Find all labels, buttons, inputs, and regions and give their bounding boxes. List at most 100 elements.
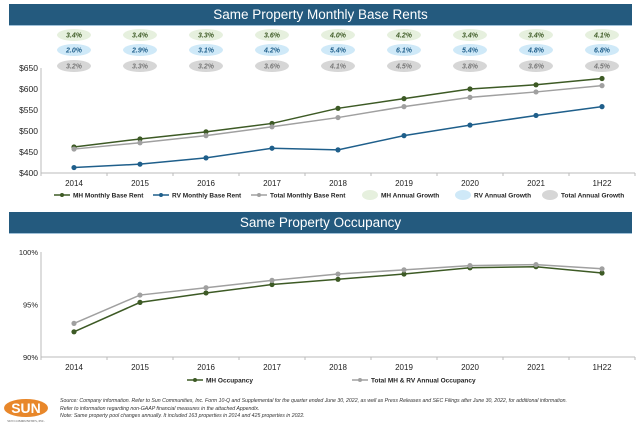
data-point	[401, 104, 407, 110]
growth-pill	[123, 29, 157, 41]
growth-pill	[321, 60, 355, 72]
growth-pill	[519, 29, 553, 41]
growth-label: 3.4%	[528, 33, 545, 40]
growth-label: 6.8%	[594, 48, 611, 55]
data-point	[137, 140, 143, 146]
y-tick-label: $400	[19, 168, 38, 178]
x-tick-label: 2018	[329, 179, 347, 188]
x-tick-label: 2020	[461, 363, 479, 372]
x-tick-label: 2014	[65, 179, 83, 188]
data-point	[203, 290, 209, 296]
legend-label: MH Annual Growth	[381, 193, 439, 200]
data-point	[599, 104, 605, 110]
growth-label: 3.2%	[66, 64, 83, 71]
data-point	[533, 82, 539, 88]
data-point	[203, 129, 209, 135]
growth-label: 3.4%	[132, 33, 149, 40]
growth-pill	[189, 60, 223, 72]
y-tick-label: $500	[19, 126, 38, 136]
growth-label: 6.1%	[396, 48, 413, 55]
growth-pill	[387, 60, 421, 72]
growth-pill	[585, 29, 619, 41]
data-point	[269, 124, 275, 130]
x-tick-label: 2017	[263, 363, 281, 372]
growth-label: 3.3%	[132, 64, 149, 71]
y-tick-label: 90%	[23, 353, 38, 362]
data-point	[71, 146, 77, 152]
x-tick-label: 2019	[395, 179, 413, 188]
x-tick-label: 1H22	[592, 363, 612, 372]
growth-label: 3.6%	[528, 64, 545, 71]
data-point	[467, 263, 473, 269]
data-point	[335, 105, 341, 111]
growth-label: 3.6%	[264, 64, 281, 71]
y-tick-label: $650	[19, 63, 38, 73]
data-point	[203, 155, 209, 161]
growth-pill	[123, 44, 157, 56]
data-point	[599, 75, 605, 82]
legend-pill-icon	[542, 190, 558, 200]
x-tick-label: 2021	[527, 363, 545, 372]
growth-label: 2.9%	[131, 48, 149, 55]
data-point	[467, 86, 473, 92]
rents-title-banner: Same Property Monthly Base Rents	[9, 4, 632, 26]
legend-label: RV Annual Growth	[474, 193, 531, 200]
data-point	[137, 299, 143, 305]
legend-label: Total MH & RV Annual Occupancy	[371, 378, 476, 385]
legend-label: Total Monthly Base Rent	[270, 193, 346, 200]
data-point	[269, 281, 275, 288]
y-tick-label: 95%	[23, 301, 38, 310]
growth-pill	[387, 44, 421, 56]
legend-pill-icon	[362, 190, 378, 200]
svg-text:SUN: SUN	[11, 400, 41, 416]
growth-pill	[453, 60, 487, 72]
footnote-source: Source: Company information. Refer to Su…	[60, 398, 567, 404]
legend-pill-icon	[455, 190, 471, 200]
data-point	[269, 277, 275, 283]
growth-pill	[453, 29, 487, 41]
legend-marker-icon	[358, 378, 362, 382]
data-point	[203, 285, 209, 291]
growth-pill	[255, 44, 289, 56]
data-point	[203, 133, 209, 139]
footnotes: Source: Company information. Refer to Su…	[60, 398, 567, 421]
x-tick-label: 2021	[527, 179, 545, 188]
data-point	[137, 161, 143, 167]
data-point	[335, 276, 341, 282]
data-point	[335, 271, 341, 277]
legend-label: MH Monthly Base Rent	[73, 193, 144, 200]
x-tick-label: 1H22	[592, 179, 612, 188]
growth-pill	[453, 44, 487, 56]
footnote-appendix: Refer to information regarding non-GAAP …	[60, 405, 260, 412]
data-point	[335, 147, 341, 153]
x-tick-label: 2017	[263, 179, 281, 188]
data-point	[533, 262, 539, 268]
data-point	[599, 266, 605, 272]
growth-pill	[57, 60, 91, 72]
y-tick-label: $600	[19, 84, 38, 94]
growth-label: 3.8%	[462, 64, 479, 71]
series-line-0	[73, 77, 603, 148]
legend-marker-icon	[60, 193, 64, 197]
footnote-note: Note: Same property pool changes annuall…	[60, 413, 305, 420]
growth-pill	[321, 44, 355, 56]
data-point	[533, 112, 539, 119]
growth-label: 4.1%	[329, 64, 347, 71]
data-point	[137, 292, 143, 298]
x-tick-label: 2016	[197, 179, 215, 188]
data-point	[533, 89, 539, 95]
data-point	[401, 271, 407, 277]
legend-marker-icon	[193, 378, 197, 382]
growth-pill	[57, 44, 91, 56]
sun-logo: SUN SUN COMMUNITIES, INC.	[4, 399, 48, 424]
svg-text:SUN COMMUNITIES, INC.: SUN COMMUNITIES, INC.	[7, 419, 45, 424]
legend-label: Total Annual Growth	[561, 193, 624, 200]
data-point	[137, 136, 143, 142]
growth-label: 3.4%	[66, 33, 83, 40]
growth-pill	[123, 60, 157, 72]
growth-pill	[585, 60, 619, 72]
legend-marker-icon	[159, 193, 163, 197]
growth-label: 4.5%	[593, 64, 611, 71]
growth-pill	[189, 29, 223, 41]
legend-marker-icon	[257, 193, 261, 197]
